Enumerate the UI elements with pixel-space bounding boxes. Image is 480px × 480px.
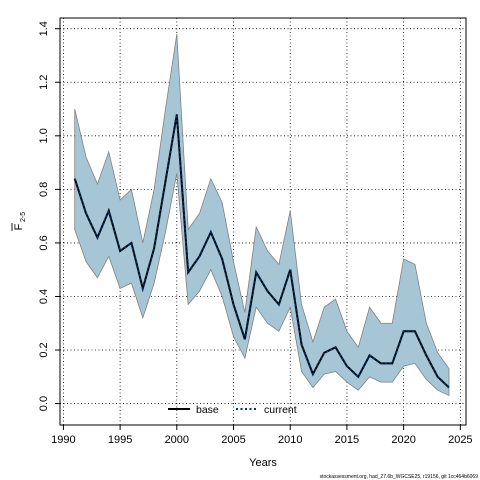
y-axis-title-main: F — [13, 223, 25, 230]
series-line-current — [73, 114, 450, 389]
y-tick-label: 0.8 — [38, 182, 50, 197]
legend-label-base: base — [196, 404, 219, 416]
x-tick-label: 2020 — [391, 434, 415, 446]
x-tick-label: 2010 — [278, 434, 302, 446]
x-tick-label: 1990 — [51, 434, 75, 446]
y-axis-title-subscript: 2-5 — [20, 212, 27, 222]
y-tick-label: 0.6 — [38, 235, 50, 250]
footer-credit: stockassessment.org, had_27.6b_WGCSE25, … — [320, 474, 479, 480]
x-tick-label: 1995 — [108, 434, 132, 446]
y-tick-label: 0.2 — [38, 342, 50, 357]
x-axis: 1990 1995 2000 2005 2010 2015 2020 2025 — [51, 425, 473, 446]
y-axis: 0.0 0.2 0.4 0.6 0.8 1.0 1.2 1.4 — [38, 21, 60, 411]
legend-label-current: current — [264, 404, 297, 416]
x-axis-title: Years — [249, 457, 277, 469]
y-tick-label: 1.2 — [38, 75, 50, 90]
confidence-band — [74, 34, 450, 397]
x-tick-label: 2025 — [448, 434, 472, 446]
x-tick-label: 2015 — [335, 434, 359, 446]
y-axis-title: F 2-5 — [11, 212, 27, 231]
series-lines — [73, 114, 450, 389]
plot-frame — [59, 17, 467, 426]
y-tick-label: 1.0 — [38, 128, 50, 143]
x-tick-label: 2000 — [165, 434, 189, 446]
x-tick-label: 2005 — [221, 434, 245, 446]
y-tick-label: 0.0 — [38, 396, 50, 411]
legend: base current — [168, 404, 297, 416]
y-tick-label: 1.4 — [38, 21, 50, 36]
y-tick-label: 0.4 — [38, 289, 50, 304]
